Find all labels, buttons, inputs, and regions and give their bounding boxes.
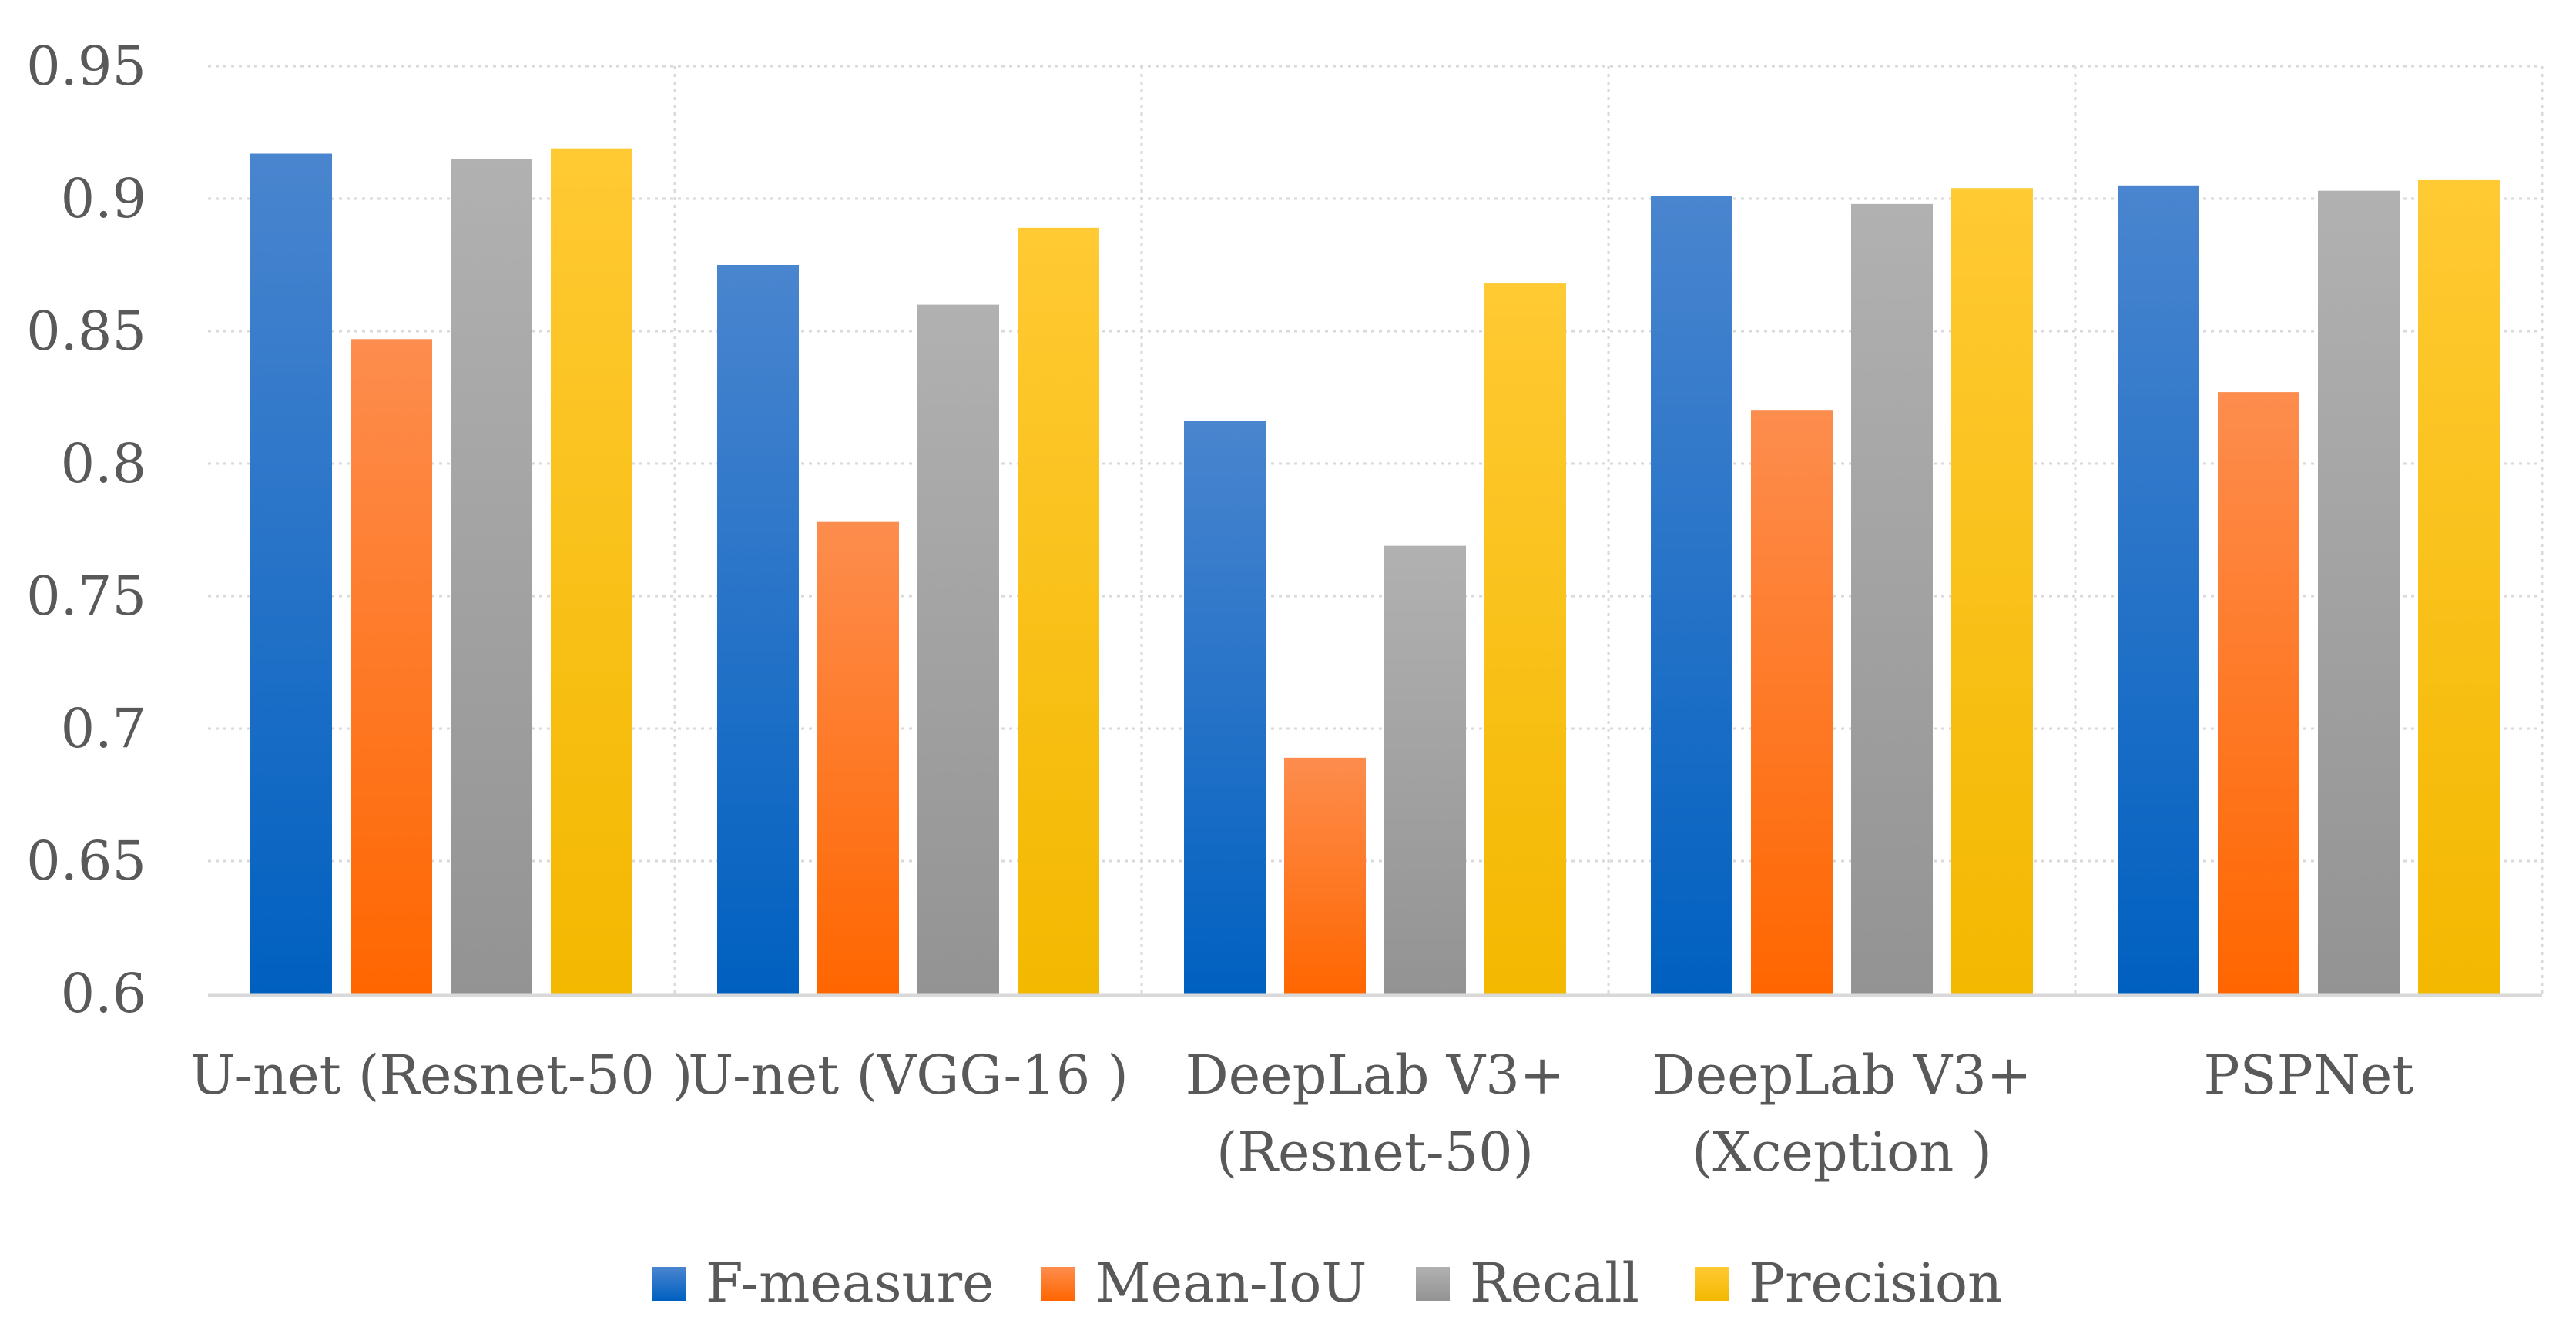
- legend-item: F-measure: [652, 1252, 995, 1315]
- legend-item: Precision: [1695, 1252, 2002, 1315]
- x-category-label: (Xception ): [1692, 1121, 1992, 1184]
- y-tick-label: 0.85: [26, 300, 146, 363]
- legend-swatch: [1041, 1267, 1075, 1301]
- x-axis-categories: U-net (Resnet-50 )U-net (VGG-16 ) DeepLab…: [190, 1044, 2414, 1184]
- legend-item: Recall: [1416, 1252, 1639, 1315]
- bar-f-measure: [1184, 421, 1266, 994]
- y-tick-label: 0.6: [61, 962, 146, 1025]
- bar-recall: [917, 304, 999, 994]
- bar-f-measure: [2118, 185, 2199, 994]
- bar-mean-iou: [817, 521, 899, 994]
- x-category-label: U-net (Resnet-50 ): [190, 1044, 693, 1107]
- bar-precision: [2418, 179, 2500, 994]
- bar-f-measure: [250, 153, 332, 994]
- legend-item: Mean-IoU: [1041, 1252, 1367, 1315]
- bar-recall: [2318, 190, 2400, 994]
- legend-label: F-measure: [706, 1252, 995, 1315]
- legend-swatch: [652, 1267, 686, 1301]
- bar-mean-iou: [1751, 410, 1833, 994]
- y-tick-label: 0.95: [26, 35, 146, 98]
- legend-label: Precision: [1749, 1252, 2002, 1315]
- legend-label: Mean-IoU: [1095, 1252, 1367, 1315]
- bar-recall: [1384, 545, 1466, 994]
- y-tick-label: 0.75: [26, 565, 146, 628]
- legend-swatch: [1416, 1267, 1450, 1301]
- bars: [250, 148, 2500, 994]
- x-category-label: (Resnet-50): [1216, 1121, 1534, 1184]
- bar-precision: [1951, 188, 2033, 994]
- gridlines: [208, 65, 2544, 994]
- bar-precision: [1484, 283, 1566, 994]
- x-category-label: U-net (VGG-16 ): [688, 1044, 1129, 1107]
- bar-f-measure: [1651, 196, 1732, 994]
- bar-recall: [451, 159, 532, 994]
- y-tick-label: 0.7: [61, 697, 146, 760]
- bar-recall: [1851, 203, 1933, 994]
- y-tick-label: 0.9: [61, 167, 146, 230]
- bar-precision: [1018, 227, 1099, 994]
- bar-mean-iou: [351, 339, 432, 994]
- legend-swatch: [1695, 1267, 1729, 1301]
- y-tick-label: 0.8: [61, 432, 146, 495]
- bar-mean-iou: [2218, 392, 2299, 994]
- bar-f-measure: [717, 265, 799, 994]
- bar-mean-iou: [1284, 757, 1366, 994]
- bar-precision: [551, 148, 632, 994]
- y-axis-ticks: 0.6 0.65 0.7 0.75 0.8 0.85 0.9 0.95: [26, 35, 146, 1025]
- y-tick-label: 0.65: [26, 829, 146, 893]
- legend-label: Recall: [1470, 1252, 1639, 1315]
- legend: F-measure Mean-IoU Recall Precision: [652, 1252, 2002, 1315]
- x-category-label: DeepLab V3+: [1186, 1044, 1565, 1107]
- x-category-label: PSPNet: [2204, 1044, 2414, 1107]
- x-category-label: DeepLab V3+: [1652, 1044, 2032, 1107]
